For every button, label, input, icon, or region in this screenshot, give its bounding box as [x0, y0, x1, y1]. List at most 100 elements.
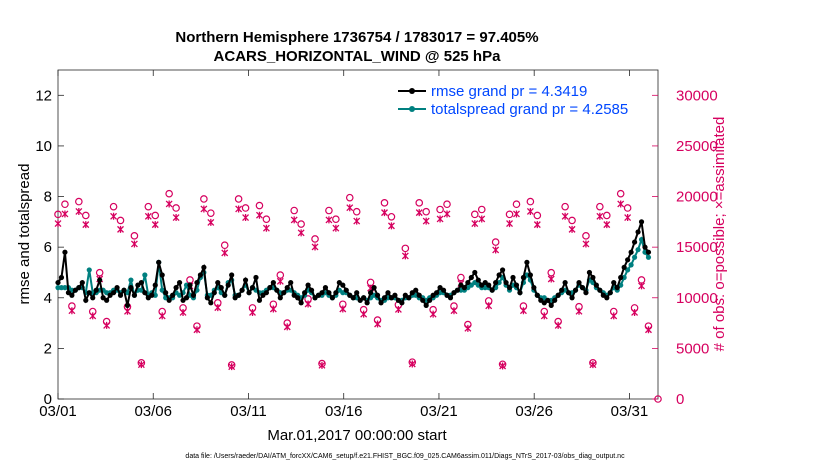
- series-point-rmse: [267, 285, 273, 291]
- y-axis-left-label: rmse and totalspread: [16, 164, 33, 305]
- series-point-rmse: [496, 272, 502, 278]
- series-point-rmse: [239, 287, 245, 293]
- series-point-rmse: [236, 292, 242, 298]
- obs-assimilated-marker: [304, 300, 312, 308]
- series-point-rmse: [378, 300, 384, 306]
- obs-assimilated-marker: [353, 217, 361, 225]
- series-point-rmse: [204, 295, 210, 301]
- series-point-spread: [142, 272, 148, 278]
- series-point-rmse: [281, 290, 287, 296]
- series-point-rmse: [302, 290, 308, 296]
- series-point-rmse: [371, 285, 377, 291]
- series-point-rmse: [159, 272, 165, 278]
- obs-assimilated-marker: [381, 209, 388, 217]
- obs-assimilated-marker: [617, 200, 625, 208]
- y-right-tick-label: 15000: [676, 239, 718, 256]
- series-point-rmse: [381, 295, 388, 301]
- obs-layer: [54, 189, 662, 403]
- obs-assimilated-marker: [346, 204, 354, 212]
- obs-assimilated-marker: [547, 275, 555, 283]
- obs-assimilated-marker: [137, 361, 145, 369]
- obs-possible-marker: [75, 197, 83, 206]
- obs-possible-marker: [443, 200, 451, 209]
- obs-assimilated-marker: [214, 304, 222, 312]
- series-point-rmse: [249, 285, 256, 291]
- y-right-tick-label: 30000: [676, 87, 718, 104]
- series-point-rmse: [475, 277, 481, 283]
- y-left-tick-label: 10: [35, 138, 52, 155]
- series-point-rmse: [576, 279, 582, 286]
- series-point-rmse: [211, 290, 217, 296]
- series-point-rmse: [465, 279, 471, 286]
- series-point-rmse: [559, 287, 565, 293]
- obs-assimilated-marker: [582, 240, 590, 248]
- series-point-rmse: [520, 274, 527, 281]
- ticks-layer: 03/01 03/06 03/11 03/16 03/21 03/26 03/31 0 2 4 6 8…: [35, 70, 718, 420]
- obs-assimilated-marker: [311, 243, 319, 251]
- series-point-spread: [86, 267, 92, 273]
- series-point-rmse: [79, 279, 85, 286]
- obs-assimilated-marker: [596, 212, 604, 220]
- series-point-rmse: [413, 287, 419, 293]
- series-point-rmse: [163, 290, 169, 296]
- series-point-rmse: [531, 285, 537, 291]
- obs-assimilated-marker: [436, 215, 444, 223]
- obs-assimilated-marker: [221, 249, 229, 257]
- obs-possible-marker: [505, 210, 514, 219]
- x-tick-label: 03/16: [325, 403, 363, 420]
- series-point-spread: [628, 262, 634, 268]
- series-point-rmse: [423, 302, 429, 308]
- series-point-rmse: [93, 287, 99, 293]
- series-point-rmse: [308, 287, 315, 293]
- series-point-rmse: [590, 274, 596, 281]
- obs-assimilated-marker: [415, 209, 423, 217]
- x-axis-label: Mar.01,2017 00:00:00 start: [267, 427, 447, 444]
- series-point-rmse: [447, 295, 454, 301]
- obs-assimilated-marker: [478, 215, 486, 223]
- series-point-rmse: [368, 290, 374, 296]
- series-point-rmse: [229, 272, 235, 278]
- legend-marker-rmse: [409, 88, 415, 94]
- series-point-rmse: [510, 274, 516, 281]
- obs-possible-marker: [332, 215, 340, 224]
- obs-possible-marker: [165, 189, 173, 198]
- series-point-rmse: [166, 297, 172, 303]
- series-point-rmse: [583, 290, 589, 296]
- series-point-rmse: [104, 297, 110, 303]
- obs-possible-marker: [207, 209, 215, 217]
- series-point-rmse: [55, 279, 61, 286]
- legend-label-spread: totalspread grand pr = 4.2585: [431, 101, 628, 118]
- obs-assimilated-marker: [526, 207, 534, 215]
- series-point-rmse: [322, 285, 329, 291]
- obs-assimilated-marker: [450, 307, 458, 315]
- obs-possible-marker: [220, 241, 229, 250]
- series-point-rmse: [242, 277, 249, 283]
- y-left-tick-label: 0: [44, 391, 52, 408]
- series-point-rmse: [607, 290, 613, 296]
- obs-possible-marker: [436, 205, 444, 214]
- series-point-rmse: [222, 292, 228, 298]
- series-point-rmse: [83, 297, 89, 303]
- series-point-rmse: [440, 287, 447, 293]
- obs-assimilated-marker: [401, 252, 409, 260]
- series-point-rmse: [545, 297, 551, 303]
- series-point-rmse: [117, 292, 124, 298]
- obs-assimilated-marker: [124, 307, 131, 315]
- series-point-rmse: [187, 282, 193, 288]
- series-point-rmse: [131, 292, 138, 298]
- obs-assimilated-marker: [82, 221, 90, 229]
- y-left-tick-label: 8: [44, 189, 52, 206]
- x-tick-label: 03/06: [134, 403, 172, 420]
- series-point-rmse: [215, 279, 221, 286]
- series-point-rmse: [69, 292, 75, 298]
- series-point-rmse: [208, 300, 214, 306]
- series-point-rmse: [288, 279, 294, 286]
- y-left-tick-label: 6: [44, 239, 52, 256]
- series-point-rmse: [635, 229, 641, 235]
- obs-assimilated-marker: [54, 220, 62, 228]
- obs-assimilated-marker: [151, 221, 159, 229]
- obs-assimilated-marker: [374, 320, 382, 328]
- obs-assimilated-marker: [179, 308, 187, 316]
- obs-assimilated-marker: [325, 216, 333, 224]
- obs-assimilated-marker: [61, 210, 69, 218]
